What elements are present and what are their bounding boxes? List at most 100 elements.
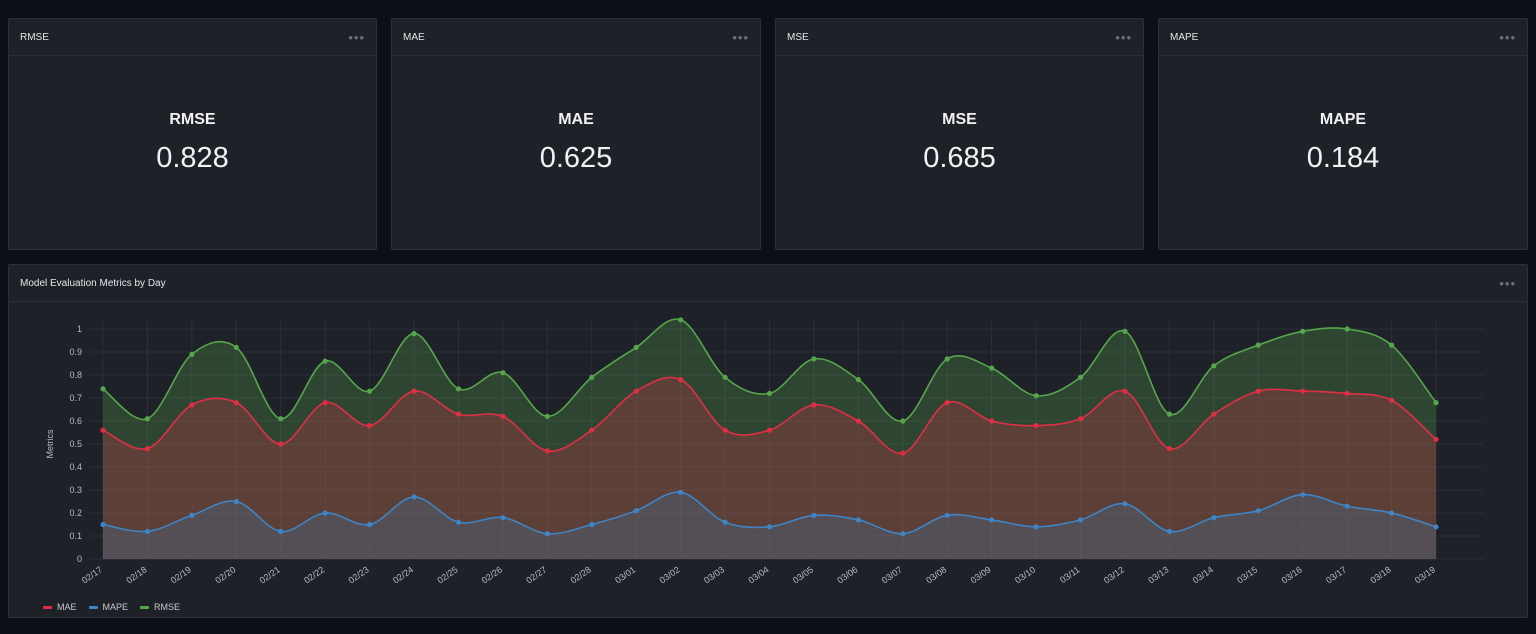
data-point-rmse[interactable] [1433,400,1439,406]
data-point-rmse[interactable] [900,418,906,424]
data-point-rmse[interactable] [989,365,995,371]
data-point-rmse[interactable] [278,416,284,422]
data-point-rmse[interactable] [1122,328,1128,334]
data-point-rmse[interactable] [144,416,151,422]
data-point-mae[interactable] [633,388,639,394]
data-point-rmse[interactable] [455,386,462,392]
data-point-mae[interactable] [766,427,773,433]
data-point-mae[interactable] [678,377,684,383]
data-point-rmse[interactable] [1033,393,1039,399]
data-point-mape[interactable] [544,531,550,537]
data-point-mape[interactable] [989,517,995,523]
data-point-mae[interactable] [589,427,595,433]
data-point-mae[interactable] [1122,388,1128,394]
data-point-mae[interactable] [811,402,817,408]
data-point-rmse[interactable] [233,344,239,350]
data-point-rmse[interactable] [1166,411,1172,417]
data-point-mae[interactable] [1033,423,1039,429]
data-point-rmse[interactable] [678,317,684,323]
data-point-mape[interactable] [100,521,106,528]
data-point-mape[interactable] [1122,501,1128,507]
data-point-rmse[interactable] [100,386,106,392]
data-point-mape[interactable] [144,528,151,534]
data-point-rmse[interactable] [811,356,817,362]
data-point-mape[interactable] [1033,524,1039,530]
data-point-mape[interactable] [766,524,773,530]
data-point-mae[interactable] [1388,397,1395,403]
data-point-mape[interactable] [722,519,728,525]
data-point-rmse[interactable] [500,370,506,376]
data-point-mape[interactable] [855,517,861,523]
data-point-rmse[interactable] [1344,326,1350,332]
legend-item-mape[interactable]: MAPE [88,602,128,612]
data-point-mae[interactable] [855,418,861,424]
data-point-mape[interactable] [500,515,506,521]
data-point-mae[interactable] [100,427,106,433]
data-point-mae[interactable] [233,400,239,406]
data-point-mape[interactable] [1255,508,1261,514]
data-point-mape[interactable] [189,512,195,518]
ellipsis-icon[interactable]: ••• [1499,275,1516,291]
data-point-mae[interactable] [500,413,506,419]
data-point-mae[interactable] [1077,416,1084,422]
data-point-mae[interactable] [367,423,373,429]
data-point-rmse[interactable] [367,388,373,394]
data-point-rmse[interactable] [1077,374,1084,380]
data-point-rmse[interactable] [633,344,639,350]
data-point-mape[interactable] [900,531,906,537]
ellipsis-icon[interactable]: ••• [348,29,365,45]
data-point-mape[interactable] [1344,503,1350,509]
data-point-mape[interactable] [944,512,950,518]
data-point-mae[interactable] [944,400,950,406]
data-point-mape[interactable] [322,510,328,516]
data-point-rmse[interactable] [544,413,550,419]
data-point-mae[interactable] [900,450,906,456]
data-point-mape[interactable] [455,519,462,525]
data-point-rmse[interactable] [322,358,328,364]
data-point-mape[interactable] [811,512,817,518]
data-point-rmse[interactable] [855,377,861,383]
data-point-mae[interactable] [1433,436,1439,442]
data-point-mae[interactable] [1344,390,1350,396]
data-point-mae[interactable] [1300,388,1306,394]
data-point-mae[interactable] [189,402,195,408]
data-point-rmse[interactable] [1255,342,1261,348]
legend-item-rmse[interactable]: RMSE [140,602,180,612]
data-point-mape[interactable] [678,489,684,495]
data-point-mae[interactable] [278,441,284,447]
legend-item-mae[interactable]: MAE [43,602,77,612]
data-point-mae[interactable] [455,411,462,417]
data-point-mae[interactable] [989,418,995,424]
data-point-mape[interactable] [233,498,239,505]
data-point-rmse[interactable] [766,390,773,396]
ellipsis-icon[interactable]: ••• [1499,29,1516,45]
data-point-mape[interactable] [589,521,595,528]
data-point-mape[interactable] [1388,510,1395,516]
data-point-mape[interactable] [367,521,373,528]
data-point-mape[interactable] [411,494,417,500]
data-point-rmse[interactable] [1300,328,1306,334]
data-point-mae[interactable] [544,448,550,454]
data-point-mae[interactable] [1211,411,1217,417]
data-point-mape[interactable] [1077,517,1084,523]
data-point-mape[interactable] [1211,515,1217,521]
data-point-rmse[interactable] [1211,363,1217,369]
data-point-mape[interactable] [1433,524,1439,530]
data-point-rmse[interactable] [589,374,595,380]
ellipsis-icon[interactable]: ••• [1115,29,1132,45]
data-point-rmse[interactable] [944,356,950,362]
data-point-mae[interactable] [144,446,151,452]
data-point-rmse[interactable] [189,351,195,357]
ellipsis-icon[interactable]: ••• [732,29,749,45]
data-point-mape[interactable] [1300,492,1306,498]
data-point-rmse[interactable] [722,374,728,380]
data-point-mae[interactable] [411,388,417,394]
data-point-rmse[interactable] [411,331,417,337]
data-point-mae[interactable] [1255,388,1261,394]
data-point-mape[interactable] [278,528,284,534]
data-point-mae[interactable] [322,400,328,406]
data-point-rmse[interactable] [1388,342,1395,348]
data-point-mape[interactable] [1166,528,1172,534]
data-point-mape[interactable] [633,508,639,514]
data-point-mae[interactable] [1166,446,1172,452]
